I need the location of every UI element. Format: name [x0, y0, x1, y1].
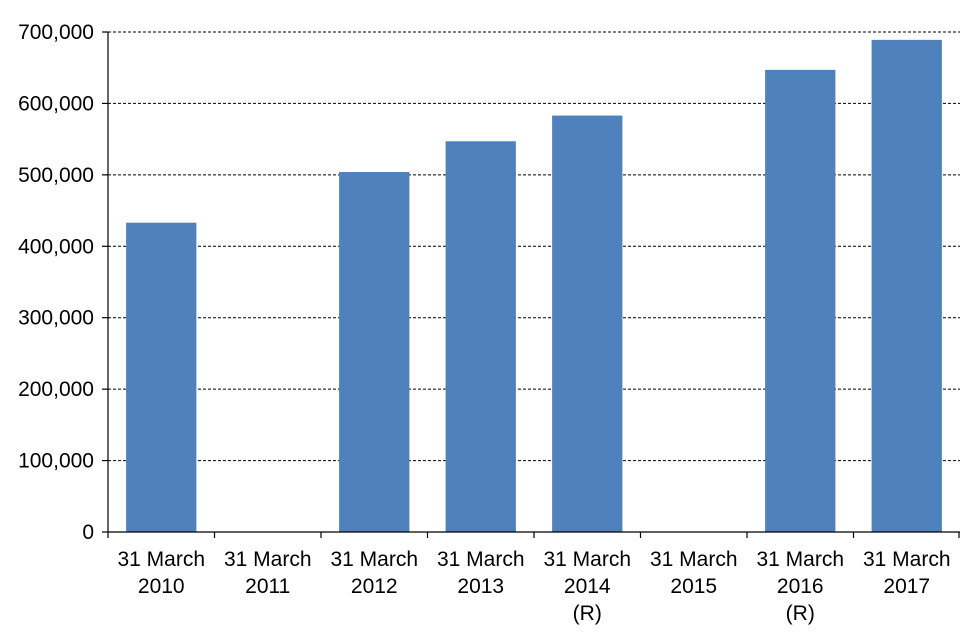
y-tick-label: 700,000 — [18, 21, 94, 44]
x-tick-label-line: 2016 — [777, 575, 824, 598]
bar — [871, 39, 942, 532]
x-tick-label-line: 2010 — [138, 575, 185, 598]
bar — [445, 141, 516, 533]
x-tick-label: 31 March 2014 (R) — [543, 548, 631, 625]
x-tick-label: 31 March 2013 — [437, 548, 525, 598]
x-tick-label-line: 31 March — [224, 548, 312, 571]
bar — [765, 69, 836, 532]
x-tick-label-line: 2015 — [670, 575, 717, 598]
y-tick-labels: 0 100,000 200,000 300,000 400,000 500,000 600,… — [18, 21, 94, 544]
bar — [552, 115, 623, 533]
x-tick-label-line: 2017 — [883, 575, 930, 598]
x-tick-label-line: 2012 — [351, 575, 398, 598]
axes — [102, 31, 960, 538]
y-tick-label: 600,000 — [18, 92, 94, 115]
x-tick-label-line: 31 March — [756, 548, 844, 571]
x-tick-label-line: 31 March — [437, 548, 525, 571]
x-tick-label-line: 2013 — [457, 575, 504, 598]
x-tick-label-line: 2011 — [245, 575, 290, 598]
x-tick-label-line: 31 March — [863, 548, 951, 571]
x-tick-label-line: 31 March — [543, 548, 631, 571]
x-tick-label-line: (R) — [786, 602, 815, 625]
x-tick-label-line: 31 March — [330, 548, 418, 571]
x-tick-label: 31 March 2015 — [650, 548, 738, 598]
y-tick-label: 500,000 — [18, 164, 94, 187]
x-tick-label: 31 March 2011 — [224, 548, 312, 598]
x-tick-label: 31 March 2017 — [863, 548, 951, 598]
y-tick-label: 100,000 — [18, 450, 94, 473]
x-tick-label-line: 31 March — [117, 548, 205, 571]
x-tick-label: 31 March 2016 (R) — [756, 548, 844, 625]
x-tick-label: 31 March 2012 — [330, 548, 418, 598]
x-tick-label-line: (R) — [573, 602, 602, 625]
x-tick-label-line: 2014 — [564, 575, 611, 598]
y-tick-label: 300,000 — [18, 307, 94, 330]
x-tick-label: 31 March 2010 — [117, 548, 205, 598]
bar — [126, 222, 197, 532]
bar — [339, 172, 410, 532]
x-tick-label-line: 31 March — [650, 548, 738, 571]
y-tick-label: 400,000 — [18, 235, 94, 258]
y-tick-label: 200,000 — [18, 378, 94, 401]
gridlines — [108, 31, 960, 462]
y-tick-label: 0 — [82, 521, 94, 544]
bars — [126, 39, 942, 533]
